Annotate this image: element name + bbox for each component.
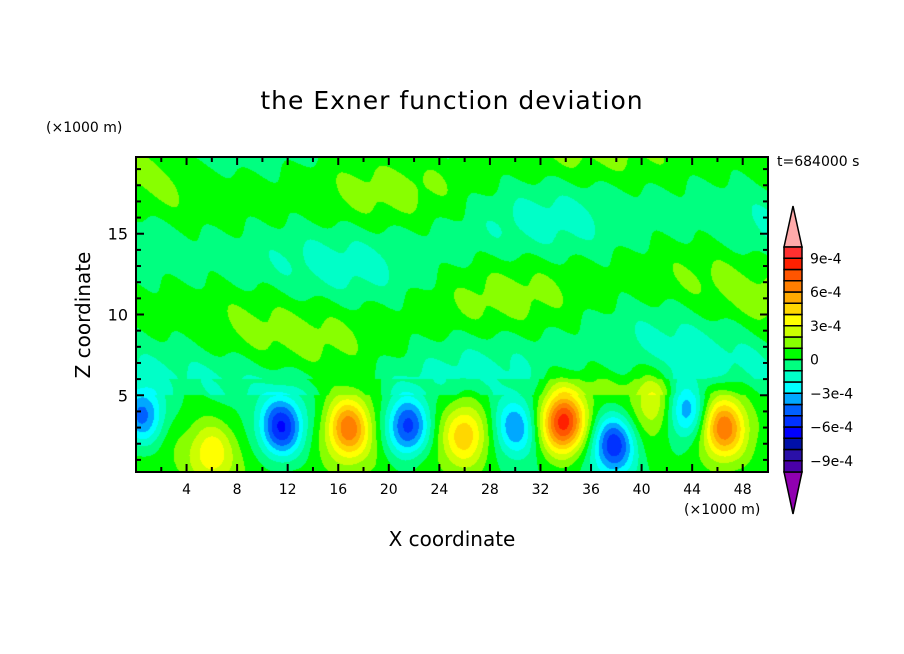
y-axis-unit: (×1000 m) xyxy=(46,120,123,136)
colorbar-swatch xyxy=(783,302,803,316)
contour-field xyxy=(136,157,768,472)
colorbar-tick-label: 6e-4 xyxy=(810,285,842,301)
colorbar-swatch xyxy=(783,460,803,473)
x-tick-label: 16 xyxy=(329,482,347,498)
colorbar-swatch xyxy=(783,268,803,282)
colorbar-swatch xyxy=(783,280,803,293)
y-tick-label: 10 xyxy=(108,306,128,325)
colorbar-tick-label: −3e-4 xyxy=(810,386,853,402)
colorbar-tick-label: 3e-4 xyxy=(810,319,842,335)
colorbar-tick-label: 0 xyxy=(810,353,819,369)
colorbar-swatch xyxy=(783,381,803,394)
colorbar-over-triangle xyxy=(783,205,803,248)
colorbar-swatch xyxy=(783,403,803,417)
y-tick-label: 5 xyxy=(118,386,128,405)
colorbar-tick-label: −9e-4 xyxy=(810,454,853,470)
x-axis-label: X coordinate xyxy=(388,527,516,551)
chart-title: the Exner function deviation xyxy=(260,86,644,115)
colorbar-swatch xyxy=(783,437,803,451)
x-tick-label: 4 xyxy=(182,482,191,498)
x-tick-label: 36 xyxy=(582,482,600,498)
colorbar-swatch xyxy=(783,370,803,383)
colorbar-swatch xyxy=(783,347,803,361)
colorbar-tick-label: −6e-4 xyxy=(810,420,853,436)
plot-frame xyxy=(135,156,769,473)
y-tick-label: 15 xyxy=(108,225,128,244)
x-tick-label: 28 xyxy=(481,482,499,498)
colorbar-swatch xyxy=(783,313,803,327)
colorbar-under-triangle xyxy=(783,471,803,515)
time-annotation: t=684000 s xyxy=(777,154,860,170)
colorbar-swatch xyxy=(783,246,803,259)
colorbar-swatch xyxy=(783,448,803,462)
colorbar-swatch xyxy=(783,336,803,349)
colorbar-swatch xyxy=(783,325,803,338)
colorbar-swatch xyxy=(783,291,803,304)
colorbar-swatch xyxy=(783,358,803,372)
x-axis-unit: (×1000 m) xyxy=(684,502,761,518)
colorbar-swatch xyxy=(783,257,803,271)
colorbar-swatch xyxy=(783,392,803,406)
colorbar-swatch xyxy=(783,426,803,439)
x-tick-label: 20 xyxy=(380,482,398,498)
x-tick-label: 40 xyxy=(633,482,651,498)
x-tick-label: 24 xyxy=(430,482,448,498)
x-tick-label: 32 xyxy=(532,482,550,498)
x-tick-label: 48 xyxy=(734,482,752,498)
x-tick-label: 12 xyxy=(279,482,297,498)
colorbar-swatch xyxy=(783,415,803,428)
colorbar-tick-label: 9e-4 xyxy=(810,251,842,267)
x-tick-label: 8 xyxy=(233,482,242,498)
x-tick-label: 44 xyxy=(683,482,701,498)
